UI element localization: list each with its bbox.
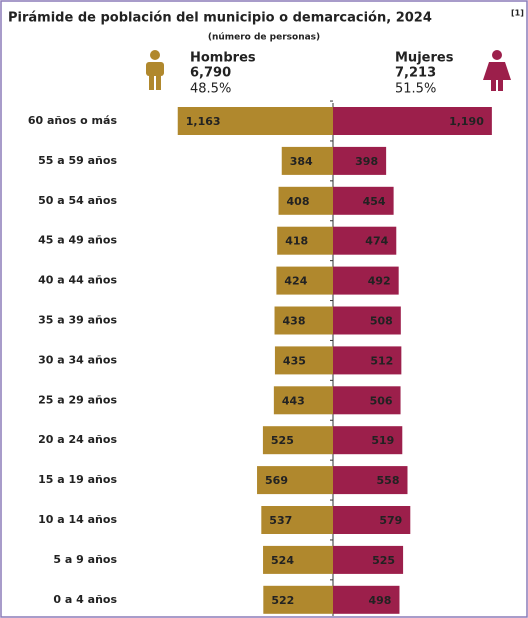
value-label: 498 — [369, 594, 392, 607]
value-label: 474 — [365, 235, 388, 248]
value-label: 525 — [372, 554, 395, 567]
value-label: 418 — [285, 235, 308, 248]
value-label: 537 — [269, 514, 292, 527]
category-label: 35 a 39 años — [38, 314, 117, 327]
value-label: 1,163 — [186, 115, 221, 128]
bar — [263, 585, 333, 614]
value-label: 438 — [283, 315, 306, 328]
category-label: 25 a 29 años — [38, 393, 117, 406]
category-label: 45 a 49 años — [38, 234, 117, 247]
legend-share: 48.5% — [190, 82, 231, 97]
bar — [263, 545, 333, 574]
value-label: 398 — [355, 155, 378, 168]
value-label: 579 — [379, 514, 402, 527]
value-label: 569 — [265, 474, 288, 487]
category-label: 50 a 54 años — [38, 194, 117, 207]
category-label: 30 a 34 años — [38, 353, 117, 366]
legend-name: Mujeres — [395, 51, 454, 66]
bar — [281, 146, 333, 175]
value-label: 524 — [271, 554, 294, 567]
category-label: 15 a 19 años — [38, 473, 117, 486]
bar — [333, 466, 408, 495]
value-label: 506 — [370, 394, 393, 407]
category-label: 60 años o más — [28, 114, 118, 127]
value-label: 435 — [283, 354, 306, 367]
bar — [333, 266, 399, 295]
male-icon — [146, 50, 164, 90]
bar — [333, 186, 394, 215]
chart-title: Pirámide de población del municipio o de… — [8, 11, 432, 26]
category-label: 10 a 14 años — [38, 513, 117, 526]
bar — [274, 306, 333, 335]
bar — [333, 226, 397, 255]
value-label: 512 — [370, 354, 393, 367]
legend-name: Hombres — [190, 51, 256, 66]
bar — [333, 506, 411, 534]
bar — [261, 506, 333, 534]
bar — [333, 146, 387, 175]
bar — [333, 346, 402, 375]
value-label: 558 — [377, 474, 400, 487]
value-label: 424 — [284, 275, 307, 288]
category-label: 20 a 24 años — [38, 433, 117, 446]
female-icon — [483, 50, 511, 91]
bar — [276, 266, 333, 295]
bar — [262, 426, 333, 455]
bar — [273, 386, 333, 415]
value-label: 454 — [363, 195, 386, 208]
value-label: 522 — [271, 594, 294, 607]
bar — [257, 466, 333, 495]
category-label: 55 a 59 años — [38, 154, 117, 167]
value-label: 1,190 — [449, 115, 484, 128]
legend-total: 6,790 — [190, 66, 231, 81]
bar — [274, 346, 333, 375]
value-label: 508 — [370, 315, 393, 328]
value-label: 519 — [371, 434, 394, 447]
value-label: 443 — [282, 394, 305, 407]
value-label: 384 — [290, 155, 313, 168]
bar — [333, 426, 403, 455]
value-label: 408 — [287, 195, 310, 208]
bar — [333, 306, 401, 335]
bar — [278, 186, 333, 215]
category-label: 0 a 4 años — [53, 593, 117, 606]
value-label: 492 — [368, 275, 391, 288]
bar — [333, 386, 401, 415]
bar — [333, 107, 492, 135]
category-label: 5 a 9 años — [53, 553, 117, 566]
title-note: [1] — [511, 9, 524, 18]
subtitle: (número de personas) — [208, 33, 320, 43]
legend-total: 7,213 — [395, 66, 436, 81]
value-label: 525 — [271, 434, 294, 447]
bar — [277, 226, 333, 255]
bar — [333, 545, 404, 574]
bar — [177, 107, 333, 135]
bar — [333, 585, 400, 614]
legend-share: 51.5% — [395, 82, 436, 97]
category-label: 40 a 44 años — [38, 274, 117, 287]
